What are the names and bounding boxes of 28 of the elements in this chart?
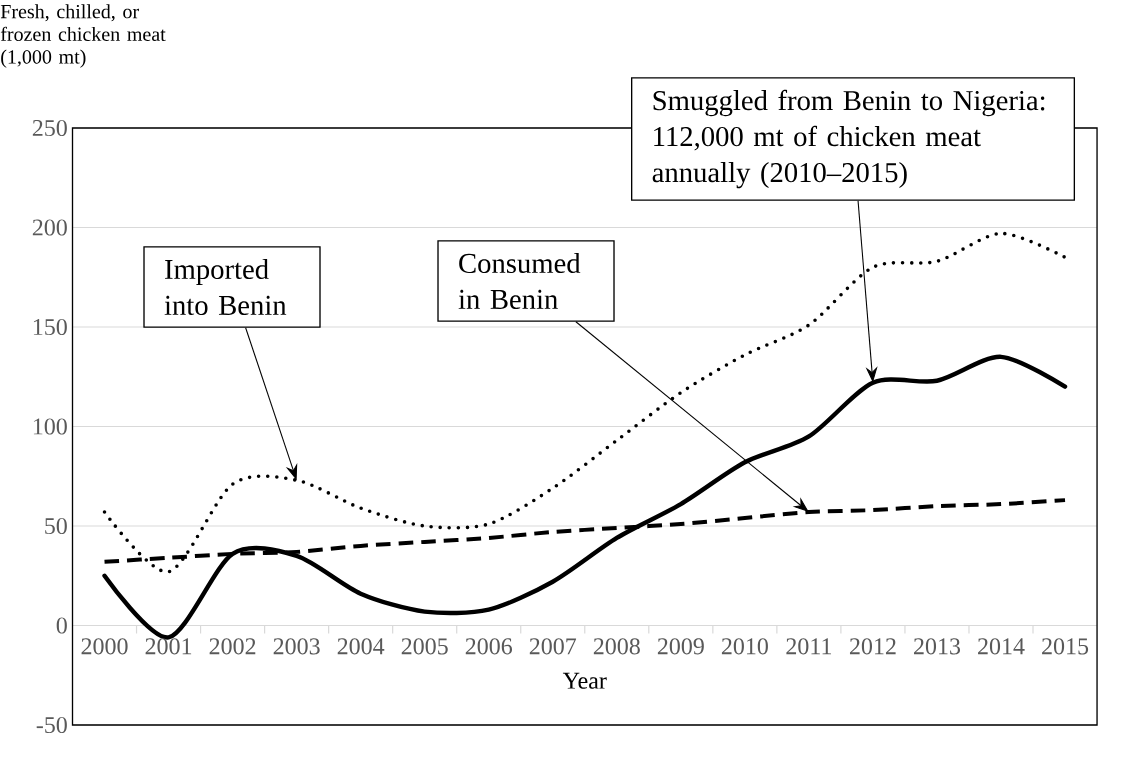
x-tick-label: 2000: [81, 638, 128, 655]
y-tick-label: 200: [32, 219, 67, 236]
text: Consumed in Benin: [458, 252, 581, 310]
y-tick-label: 150: [33, 318, 67, 336]
x-axis-title: Year: [562, 672, 607, 689]
x-tick-label: 2013: [914, 638, 961, 655]
x-tick-label: 2002: [209, 638, 256, 655]
x-tick-label: 2006: [465, 638, 513, 655]
x-tick-label: 2008: [593, 638, 640, 655]
y-tick-label: 50: [45, 517, 67, 535]
x-tick-label: 2005: [401, 638, 448, 655]
x-tick-label: 2015: [1042, 638, 1089, 655]
y-tick-label: 250: [32, 119, 67, 137]
x-tick-label: 2010: [721, 638, 768, 655]
x-tick-label: 2011: [786, 638, 832, 655]
x-tick-label: 2014: [978, 638, 1025, 655]
text: Imported into Benin: [164, 258, 287, 316]
x-tick-label: 2007: [529, 638, 577, 655]
x-tick-label: 2003: [273, 638, 320, 655]
x-tick-label: 2012: [849, 638, 896, 655]
x-tick-label: 2009: [657, 638, 704, 655]
y-tick-label: 100: [33, 418, 67, 435]
x-tick-label: 2001: [145, 638, 192, 655]
y-tick-label: -50: [36, 716, 67, 734]
text: Smuggled from Benin to Nigeria: 112,000 mt of chicken meat annually (2010–2015): [652, 89, 1045, 189]
y-axis-title: Fresh, chilled, or frozen chicken meat (1,000 mt): [0, 4, 166, 68]
y-tick-label: 0: [56, 617, 67, 634]
x-tick-label: 2004: [337, 638, 385, 655]
